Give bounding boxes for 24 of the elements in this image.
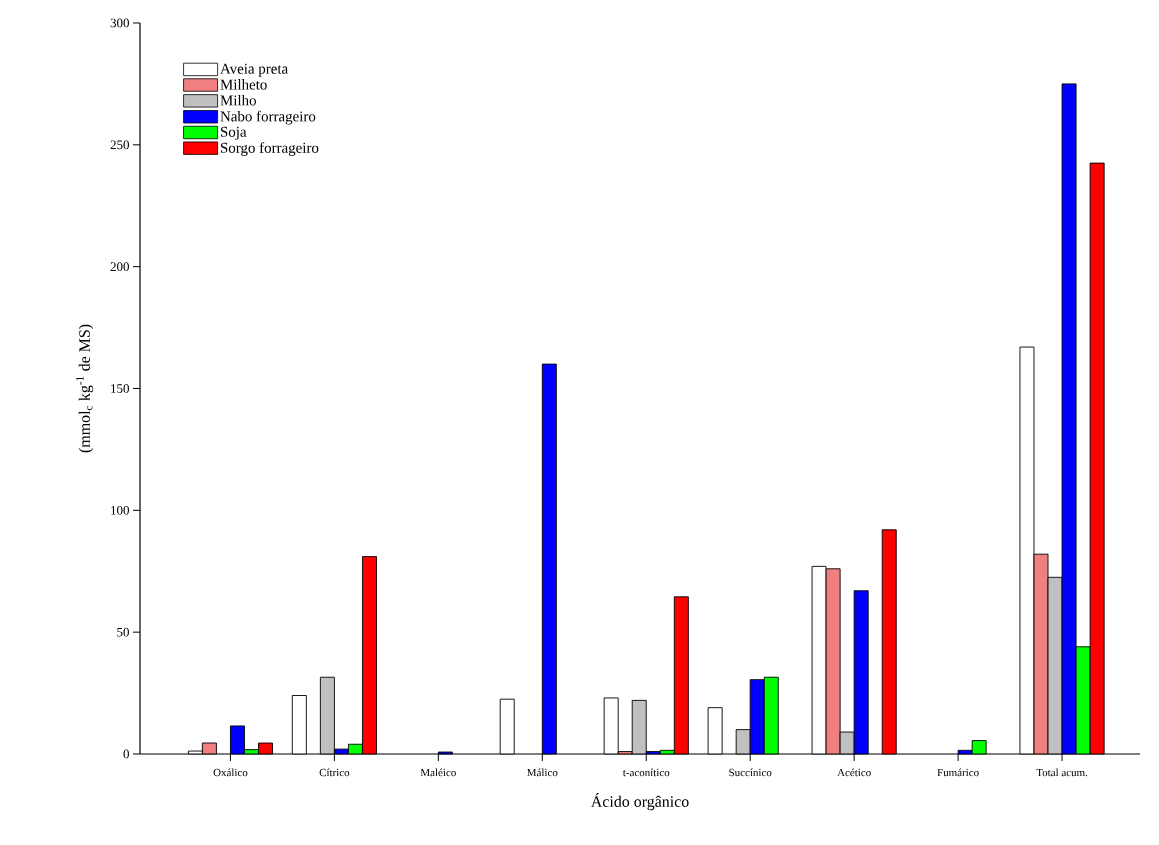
y-tick-label: 200 xyxy=(110,262,129,272)
y-tick-label: 50 xyxy=(117,627,129,637)
x-tick-label: t-aconítico xyxy=(622,768,670,777)
legend-label: Soja xyxy=(221,126,247,140)
legend-label: Nabo forrageiro xyxy=(220,110,316,125)
y-tick-label: 250 xyxy=(110,140,129,150)
x-tick-label: Total acum. xyxy=(1036,768,1088,777)
legend-label: Milho xyxy=(220,94,256,106)
x-tick-label: Málico xyxy=(527,768,558,777)
x-tick-label: Acético xyxy=(837,768,871,777)
x-axis-title: Ácido orgânico xyxy=(590,793,689,811)
legend-label: Milheto xyxy=(220,79,267,90)
y-tick-label: 100 xyxy=(111,505,129,515)
y-tick-label: 150 xyxy=(111,384,129,393)
legend-label: Sorgo forrageiro xyxy=(221,142,319,156)
y-axis-title: (mmol$_{c}$ kg$^{-1}$ de MS) xyxy=(76,324,94,453)
x-tick-label: Fumárico xyxy=(937,768,979,777)
x-tick-label: Oxálico xyxy=(213,768,248,777)
legend-label: Aveia preta xyxy=(220,63,288,77)
y-tick-label: 300 xyxy=(110,18,129,28)
x-tick-label: Maléico xyxy=(420,768,456,777)
y-tick-label: 0 xyxy=(123,749,129,759)
x-tick-label: Cítrico xyxy=(319,768,350,777)
x-tick-label: Succínico xyxy=(729,768,772,777)
